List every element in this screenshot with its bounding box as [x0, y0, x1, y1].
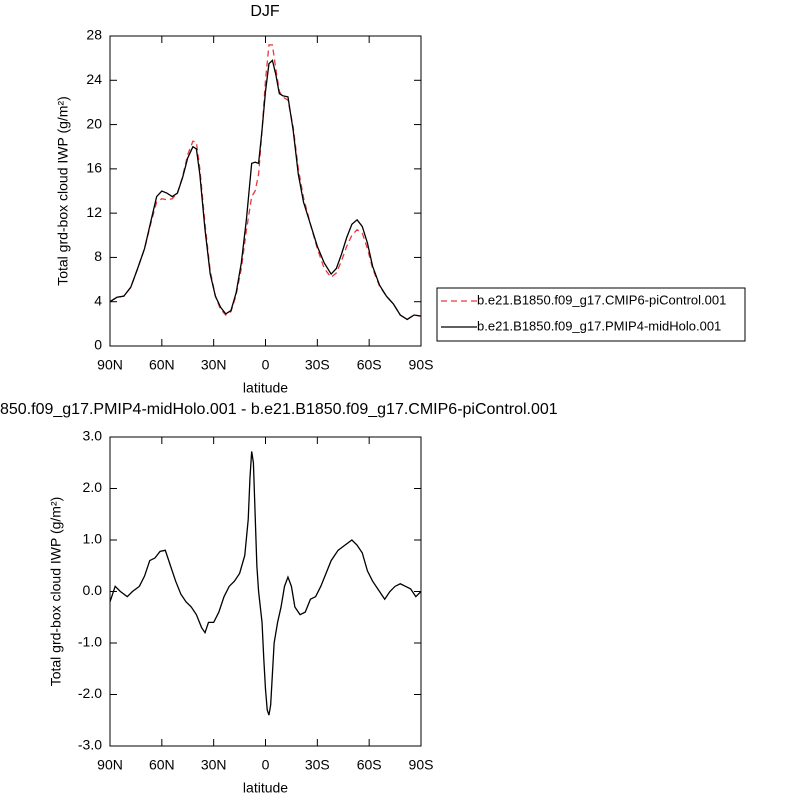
- y-tick-label: 12: [86, 204, 102, 220]
- legend: b.e21.B1850.f09_g17.CMIP6-piControl.001b…: [436, 287, 746, 342]
- x-tick-label: 90N: [97, 357, 123, 373]
- x-axis-label: latitude: [243, 780, 288, 796]
- x-tick-label: 60S: [357, 357, 382, 373]
- data-line: [109, 44, 422, 321]
- y-tick-label: -1.0: [78, 634, 102, 650]
- y-axis-label: Total grd-box cloud IWP (g/m²): [55, 96, 71, 286]
- y-tick-label: 0.0: [83, 582, 103, 598]
- plot-frame: [109, 436, 422, 747]
- y-tick-label: 2.0: [83, 479, 103, 495]
- data-line: [109, 59, 422, 321]
- legend-box: [436, 287, 746, 342]
- x-tick-label: 60S: [357, 757, 382, 773]
- y-tick-label: 20: [86, 115, 102, 131]
- x-tick-label: 60N: [149, 357, 175, 373]
- y-axis-label: Total grd-box cloud IWP (g/m²): [48, 497, 64, 687]
- x-tick-label: 30S: [305, 357, 330, 373]
- y-tick-label: 0: [94, 337, 102, 353]
- y-tick-label: 3.0: [83, 428, 103, 444]
- x-tick-label: 30N: [201, 757, 227, 773]
- x-tick-label: 0: [262, 357, 270, 373]
- x-tick-label: 90N: [97, 757, 123, 773]
- x-tick-label: 0: [262, 757, 270, 773]
- y-tick-label: 1.0: [83, 531, 103, 547]
- x-tick-label: 30N: [201, 357, 227, 373]
- x-tick-label: 30S: [305, 757, 330, 773]
- y-tick-label: 16: [86, 160, 102, 176]
- chart-title: 850.f09_g17.PMIP4-midHolo.001 - b.e21.B1…: [0, 401, 558, 418]
- y-tick-label: 4: [94, 292, 102, 308]
- y-tick-label: 8: [94, 248, 102, 264]
- legend-label: b.e21.B1850.f09_g17.CMIP6-piControl.001: [477, 292, 726, 307]
- y-tick-label: 24: [86, 71, 102, 87]
- y-tick-label: -2.0: [78, 685, 102, 701]
- y-tick-label: -3.0: [78, 737, 102, 753]
- y-tick-label: 28: [86, 27, 102, 43]
- legend-label: b.e21.B1850.f09_g17.PMIP4-midHolo.001: [477, 318, 721, 333]
- x-tick-label: 60N: [149, 757, 175, 773]
- x-tick-label: 90S: [409, 757, 434, 773]
- data-line: [109, 451, 422, 716]
- chart-title: DJF: [250, 3, 280, 20]
- x-axis-label: latitude: [243, 380, 288, 396]
- x-tick-label: 90S: [409, 357, 434, 373]
